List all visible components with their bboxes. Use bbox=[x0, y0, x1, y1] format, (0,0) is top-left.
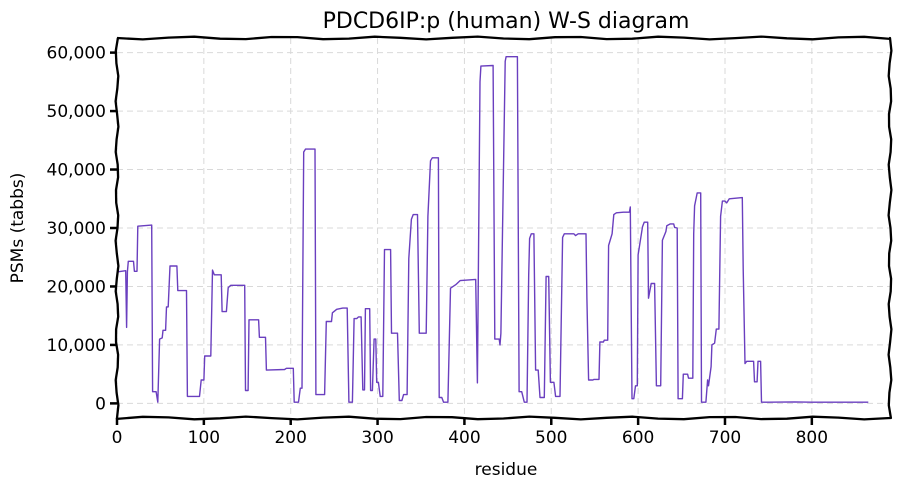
x-tick-label: 300 bbox=[361, 428, 393, 448]
y-tick-label: 0 bbox=[95, 394, 106, 414]
series-layer bbox=[117, 56, 869, 403]
x-tick-label: 600 bbox=[622, 428, 654, 448]
y-tick-label: 10,000 bbox=[47, 336, 106, 356]
x-axis-label: residue bbox=[475, 460, 538, 480]
y-tick-label: 20,000 bbox=[47, 277, 106, 297]
grid bbox=[116, 38, 890, 418]
x-tick-label: 700 bbox=[709, 428, 741, 448]
plot-border bbox=[114, 35, 893, 421]
chart-title: PDCD6IP:p (human) W-S diagram bbox=[323, 9, 690, 34]
x-tick-label: 400 bbox=[448, 428, 480, 448]
y-axis: 0 10,000 20,000 30,000 40,000 50,000 60,000 bbox=[47, 44, 117, 414]
x-tick-label: 800 bbox=[796, 428, 828, 448]
y-tick-label: 40,000 bbox=[47, 161, 106, 181]
y-tick-label: 50,000 bbox=[47, 102, 106, 122]
y-tick-label: 30,000 bbox=[47, 219, 106, 239]
x-axis: 0 100 200 300 400 500 600 700 800 bbox=[112, 418, 828, 448]
plot-frame bbox=[114, 35, 893, 421]
y-tick-label: 60,000 bbox=[47, 44, 106, 64]
x-tick-label: 0 bbox=[112, 428, 123, 448]
y-axis-label: PSMs (tabbs) bbox=[8, 173, 28, 284]
x-tick-label: 100 bbox=[188, 428, 220, 448]
x-tick-label: 500 bbox=[535, 428, 567, 448]
x-tick-label: 200 bbox=[274, 428, 306, 448]
series-line bbox=[117, 56, 869, 403]
